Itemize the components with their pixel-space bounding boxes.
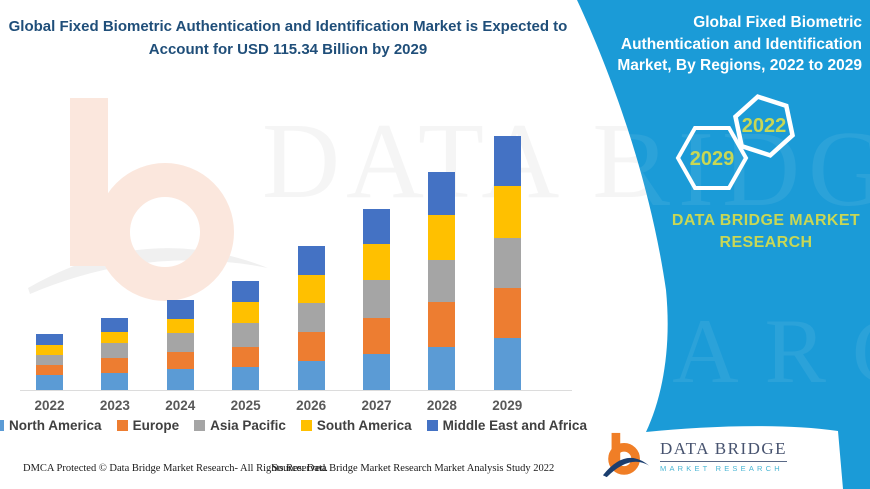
bar-segment-2028-europe bbox=[428, 302, 456, 348]
dmca-copyright-text: DMCA Protected © Data Bridge Market Rese… bbox=[23, 463, 328, 474]
x-axis-label-2023: 2023 bbox=[99, 398, 130, 413]
brand-panel-text: DATA BRIDGE MARKET RESEARCH bbox=[671, 212, 861, 252]
watermark-b-logo bbox=[28, 98, 268, 301]
legend-label: Middle East and Africa bbox=[442, 418, 587, 433]
bar-segment-2022-north-america bbox=[36, 375, 63, 390]
logo-b-icon bbox=[602, 432, 650, 478]
panel-title: Global Fixed Biometric Authentication an… bbox=[617, 14, 862, 75]
source-text: Source: Data Bridge Market Research Mark… bbox=[272, 463, 555, 474]
bar-segment-2028-middle-east-and-africa bbox=[428, 172, 456, 216]
bar-segment-2022-middle-east-and-africa bbox=[36, 334, 63, 346]
legend-item-north-america: North America bbox=[0, 418, 102, 433]
bar-segment-2028-north-america bbox=[428, 347, 456, 390]
hexagon-year-badges: 2022 2029 bbox=[675, 94, 796, 190]
bar-segment-2022-south-america bbox=[36, 345, 63, 356]
legend-swatch-icon bbox=[194, 420, 206, 431]
bar-segment-2025-europe bbox=[232, 347, 260, 368]
x-axis-label-2029: 2029 bbox=[492, 398, 523, 413]
bar-segment-2023-europe bbox=[101, 358, 129, 374]
bar-segment-2025-middle-east-and-africa bbox=[232, 281, 260, 303]
bar-segment-2023-south-america bbox=[101, 332, 129, 344]
bar-segment-2026-europe bbox=[297, 331, 325, 361]
bar-segment-2029-south-america bbox=[493, 186, 521, 239]
data-bridge-logo: DATA BRIDGE MARKET RESEARCH bbox=[601, 431, 788, 481]
bar-segment-2028-asia-pacific bbox=[428, 260, 456, 303]
page-title: Global Fixed Biometric Authentication an… bbox=[8, 18, 568, 58]
bar-segment-2025-south-america bbox=[232, 302, 260, 324]
bar-segment-2027-middle-east-and-africa bbox=[363, 208, 390, 245]
x-axis-label-2026: 2026 bbox=[296, 398, 327, 413]
bar-segment-2025-north-america bbox=[232, 367, 260, 390]
bar-segment-2026-north-america bbox=[297, 360, 325, 390]
x-axis-line bbox=[20, 390, 572, 391]
bar-segment-2027-asia-pacific bbox=[363, 280, 390, 319]
bar-segment-2024-north-america bbox=[166, 369, 194, 390]
logo-name-text: DATA BRIDGE bbox=[660, 439, 788, 462]
x-axis-label-2025: 2025 bbox=[230, 398, 261, 413]
bar-segment-2026-south-america bbox=[297, 274, 325, 303]
bar-segment-2024-europe bbox=[166, 352, 194, 370]
bar-segment-2024-middle-east-and-africa bbox=[166, 300, 194, 320]
bar-segment-2027-europe bbox=[363, 318, 390, 355]
chart-legend: North America Europe Asia Pacific South Ame… bbox=[0, 418, 587, 433]
bar-segment-2025-asia-pacific bbox=[232, 323, 260, 348]
bar-segment-2028-south-america bbox=[428, 215, 456, 261]
legend-swatch-icon bbox=[0, 420, 5, 431]
bar-segment-2024-south-america bbox=[166, 319, 194, 334]
bar-segment-2027-south-america bbox=[363, 244, 390, 281]
bar-segment-2029-middle-east-and-africa bbox=[493, 136, 521, 187]
x-axis-label-2028: 2028 bbox=[426, 398, 457, 413]
bar-segment-2023-north-america bbox=[101, 373, 129, 390]
legend-label: South America bbox=[316, 418, 412, 433]
x-axis-label-2022: 2022 bbox=[34, 398, 65, 413]
legend-swatch-icon bbox=[426, 420, 438, 431]
bar-segment-2029-asia-pacific bbox=[493, 238, 521, 289]
logo-subtitle-text: MARKET RESEARCH bbox=[660, 464, 783, 473]
x-axis-label-2027: 2027 bbox=[361, 398, 392, 413]
x-axis-label-2024: 2024 bbox=[165, 398, 196, 413]
legend-item-south-america: South America bbox=[300, 418, 412, 433]
legend-item-europe: Europe bbox=[116, 418, 180, 433]
legend-item-middle-east-and-africa: Middle East and Africa bbox=[426, 418, 587, 433]
bar-segment-2026-asia-pacific bbox=[297, 302, 325, 332]
bar-segment-2024-asia-pacific bbox=[166, 333, 194, 353]
legend-swatch-icon bbox=[300, 420, 312, 431]
bar-segment-2023-asia-pacific bbox=[101, 343, 129, 359]
bar-segment-2029-north-america bbox=[493, 338, 521, 390]
legend-label: North America bbox=[9, 418, 102, 433]
hexagon-2022-label: 2022 bbox=[742, 115, 787, 137]
bar-segment-2022-asia-pacific bbox=[36, 355, 63, 366]
bar-segment-2022-europe bbox=[36, 365, 63, 376]
bar-segment-2023-middle-east-and-africa bbox=[101, 318, 129, 333]
legend-label: Asia Pacific bbox=[210, 418, 286, 433]
legend-label: Europe bbox=[132, 418, 180, 433]
bar-segment-2027-north-america bbox=[363, 354, 390, 390]
legend-swatch-icon bbox=[116, 420, 128, 431]
hexagon-2029-label: 2029 bbox=[690, 148, 735, 170]
legend-item-asia-pacific: Asia Pacific bbox=[194, 418, 286, 433]
bar-segment-2026-middle-east-and-africa bbox=[297, 245, 325, 275]
bar-segment-2029-europe bbox=[493, 288, 521, 339]
